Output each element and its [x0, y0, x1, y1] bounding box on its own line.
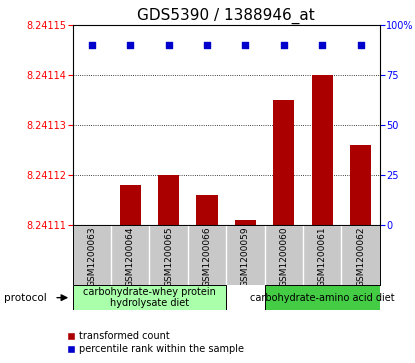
Bar	[273, 100, 294, 225]
Point	[281, 42, 287, 48]
Bar	[350, 145, 371, 225]
Bar	[120, 185, 141, 225]
Bar	[312, 76, 333, 225]
Point	[319, 42, 325, 48]
Title: GDS5390 / 1388946_at: GDS5390 / 1388946_at	[137, 8, 315, 24]
Bar	[158, 175, 179, 225]
Text: protocol: protocol	[4, 293, 47, 303]
Point	[165, 42, 172, 48]
Point	[242, 42, 249, 48]
Bar	[235, 220, 256, 225]
Text: GSM1200063: GSM1200063	[87, 227, 96, 287]
Bar	[73, 285, 226, 310]
Bar	[265, 285, 380, 310]
Text: GSM1200062: GSM1200062	[356, 227, 365, 287]
Text: GSM1200059: GSM1200059	[241, 227, 250, 287]
Text: GSM1200061: GSM1200061	[317, 227, 327, 287]
Text: GSM1200066: GSM1200066	[203, 227, 212, 287]
Text: GSM1200065: GSM1200065	[164, 227, 173, 287]
Text: GSM1200064: GSM1200064	[126, 227, 135, 287]
Point	[88, 42, 95, 48]
Legend: transformed count, percentile rank within the sample: transformed count, percentile rank withi…	[63, 327, 249, 358]
Text: carbohydrate-whey protein
hydrolysate diet: carbohydrate-whey protein hydrolysate di…	[83, 287, 216, 309]
Point	[357, 42, 364, 48]
Point	[127, 42, 134, 48]
Bar	[196, 195, 217, 225]
Text: carbohydrate-amino acid diet: carbohydrate-amino acid diet	[250, 293, 394, 303]
Text: GSM1200060: GSM1200060	[279, 227, 288, 287]
Point	[204, 42, 210, 48]
